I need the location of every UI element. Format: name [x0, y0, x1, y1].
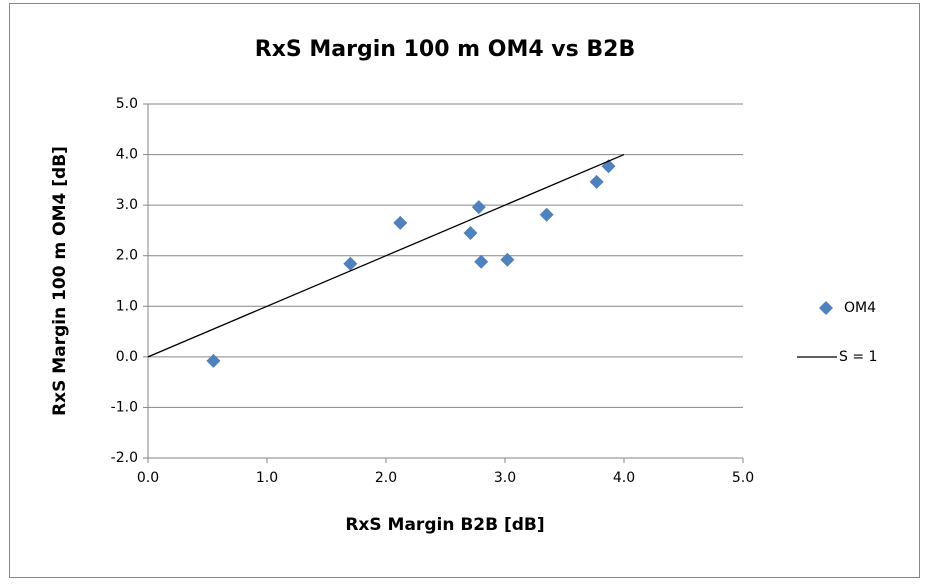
- chart-title: RxS Margin 100 m OM4 vs B2B: [255, 37, 636, 62]
- x-tick-label: 2.0: [375, 470, 397, 486]
- y-tick-label: 3.0: [116, 197, 138, 213]
- scatter-point: [206, 353, 221, 368]
- scatter-point: [463, 225, 478, 240]
- y-tick-label: 4.0: [116, 147, 138, 163]
- x-axis-title: RxS Margin B2B [dB]: [345, 515, 544, 535]
- y-tick-label: 2.0: [116, 248, 138, 264]
- legend-label: OM4: [844, 300, 876, 316]
- scatter-point: [393, 215, 408, 230]
- y-axis-title: RxS Margin 100 m OM4 [dB]: [50, 146, 70, 416]
- y-tick-label: 0.0: [116, 349, 138, 365]
- x-tick-label: 5.0: [732, 470, 754, 486]
- y-tick-label: -2.0: [111, 450, 138, 466]
- line-series: [147, 153, 625, 358]
- scatter-point: [471, 200, 486, 215]
- y-tick-label: 5.0: [116, 96, 138, 112]
- scatter-point: [500, 252, 515, 267]
- scatter-point: [474, 254, 489, 269]
- legend-marker: [819, 301, 833, 315]
- y-tick-label: 1.0: [116, 298, 138, 314]
- scatter-point: [343, 256, 358, 271]
- x-tick-label: 0.0: [137, 470, 159, 486]
- scatter-point: [589, 174, 604, 189]
- chart-border: [9, 3, 920, 578]
- x-tick-label: 3.0: [494, 470, 516, 486]
- scatter-point: [539, 207, 554, 222]
- x-tick-label: 1.0: [256, 470, 278, 486]
- x-tick-label: 4.0: [613, 470, 635, 486]
- legend-label: S = 1: [839, 349, 877, 365]
- y-tick-label: -1.0: [111, 399, 138, 415]
